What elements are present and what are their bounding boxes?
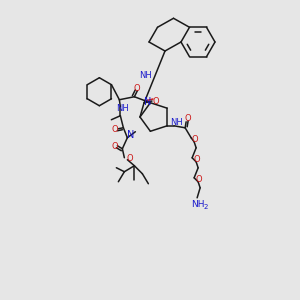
- Text: NH: NH: [170, 118, 182, 127]
- Text: NH: NH: [191, 200, 205, 209]
- Text: O: O: [185, 114, 191, 123]
- Text: O: O: [153, 97, 159, 106]
- Text: O: O: [111, 125, 118, 134]
- Text: N: N: [144, 97, 151, 107]
- Text: O: O: [194, 155, 200, 164]
- Text: N: N: [127, 130, 134, 140]
- Text: 2: 2: [204, 204, 208, 210]
- Text: O: O: [111, 142, 118, 151]
- Text: NH: NH: [139, 70, 152, 80]
- Text: O: O: [196, 175, 202, 184]
- Text: O: O: [192, 135, 198, 144]
- Text: O: O: [126, 154, 133, 163]
- Text: O: O: [133, 84, 140, 93]
- Text: NH: NH: [116, 104, 129, 113]
